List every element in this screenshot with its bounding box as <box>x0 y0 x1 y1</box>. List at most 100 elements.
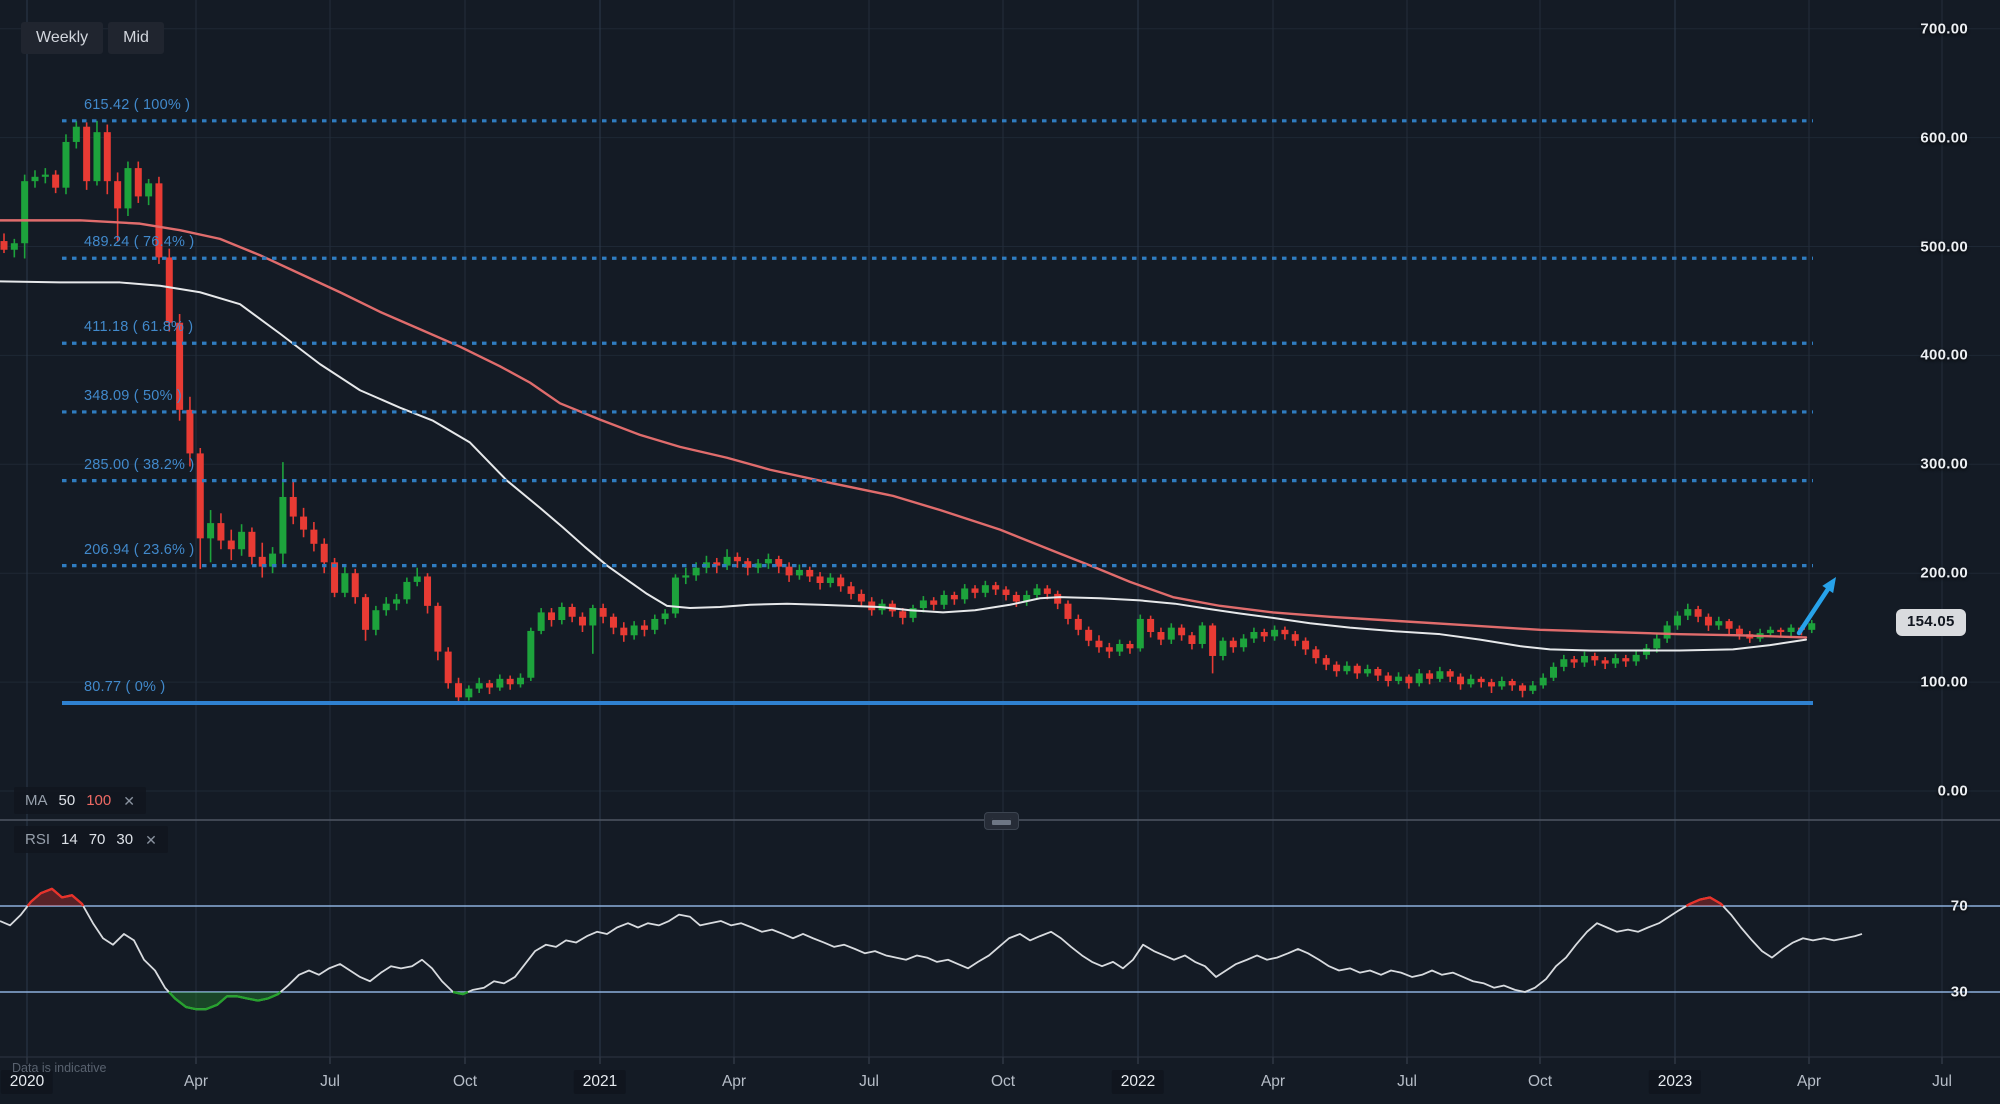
candle <box>444 647 452 689</box>
candle <box>1157 627 1165 646</box>
candle <box>940 590 948 610</box>
candle <box>1663 621 1671 643</box>
candle <box>331 557 339 598</box>
candle <box>1064 600 1072 625</box>
rsi-indicator-legend[interactable]: RSI 14 70 30 ✕ <box>14 826 168 853</box>
candle <box>196 447 204 569</box>
candle <box>217 513 225 550</box>
candle <box>1673 611 1681 630</box>
candle <box>795 564 803 580</box>
candle <box>1188 632 1196 650</box>
candle <box>1260 628 1268 642</box>
candle <box>1550 662 1557 682</box>
candle <box>1808 620 1816 634</box>
pane-resize-handle[interactable] <box>984 812 1019 830</box>
ma-indicator-legend[interactable]: MA 50 100 ✕ <box>14 787 146 814</box>
candle <box>930 597 938 611</box>
candle <box>1539 673 1547 689</box>
candle <box>1715 616 1723 630</box>
candle <box>465 685 473 701</box>
trend-arrow-shaft <box>1796 579 1835 636</box>
candle <box>506 675 514 690</box>
candle <box>723 549 731 570</box>
candle <box>961 584 969 604</box>
candle <box>475 677 483 693</box>
candle <box>1116 639 1124 656</box>
candle <box>1735 625 1743 640</box>
rsi-legend-close-icon[interactable]: ✕ <box>145 831 157 848</box>
candle <box>382 597 390 616</box>
candle <box>300 507 308 538</box>
candle <box>1209 623 1217 674</box>
candle <box>238 524 246 556</box>
candle <box>10 238 18 258</box>
candle <box>1601 657 1609 670</box>
candle <box>837 574 845 592</box>
candle <box>1415 669 1423 687</box>
candle <box>176 314 184 421</box>
candle <box>1570 655 1578 668</box>
candle <box>578 612 586 633</box>
candle <box>1498 676 1506 690</box>
candle <box>52 170 60 194</box>
candle <box>609 613 617 635</box>
candle <box>1281 626 1289 640</box>
candle <box>981 580 989 598</box>
candle <box>754 559 762 574</box>
candle <box>279 462 287 565</box>
candle <box>1291 630 1299 647</box>
interval-weekly-button[interactable]: Weekly <box>21 22 104 54</box>
ma50-line <box>0 280 1807 652</box>
candle <box>1436 666 1444 683</box>
ma-legend-close-icon[interactable]: ✕ <box>123 792 135 809</box>
rsi-lower-band-value: 30 <box>116 831 134 848</box>
candle <box>1353 663 1361 679</box>
candle <box>1405 674 1413 689</box>
candle <box>393 593 401 611</box>
candle <box>1529 681 1537 695</box>
candle <box>1240 634 1248 652</box>
rsi-legend-name: RSI <box>25 831 51 848</box>
candle <box>1508 678 1516 691</box>
candle <box>186 396 194 467</box>
candle <box>547 608 555 627</box>
candle <box>857 589 865 607</box>
candle <box>919 596 927 613</box>
candle <box>1704 613 1712 631</box>
candle <box>403 577 411 604</box>
candle <box>103 124 111 195</box>
rsi-oversold-zone-line <box>168 991 282 1011</box>
candle <box>372 605 380 636</box>
candle <box>527 627 535 682</box>
last-price-badge: 154.05 <box>1896 609 1966 636</box>
candle <box>785 562 793 582</box>
candle <box>620 622 628 642</box>
candle <box>31 170 39 188</box>
chart-toolbar: Weekly Mid <box>21 22 164 54</box>
ma-period-50-value: 50 <box>58 792 76 809</box>
candle <box>269 547 277 574</box>
candle <box>1787 624 1795 637</box>
candle <box>950 591 958 605</box>
candle <box>351 568 359 604</box>
candle <box>661 609 669 625</box>
ma-period-100-value: 100 <box>86 792 112 809</box>
candle <box>1519 683 1527 698</box>
candle <box>1322 654 1330 671</box>
candle <box>124 161 132 217</box>
candle <box>1095 635 1103 653</box>
candle <box>1457 673 1465 690</box>
candle <box>1395 672 1403 685</box>
candle <box>207 510 215 563</box>
price-mode-mid-button[interactable]: Mid <box>108 22 164 54</box>
candle <box>1477 676 1485 688</box>
candle <box>816 572 824 590</box>
candle <box>227 529 235 561</box>
candle <box>1002 586 1010 601</box>
candle <box>1374 666 1382 682</box>
candle <box>72 120 80 149</box>
candle <box>733 552 741 568</box>
candle <box>1229 637 1237 653</box>
